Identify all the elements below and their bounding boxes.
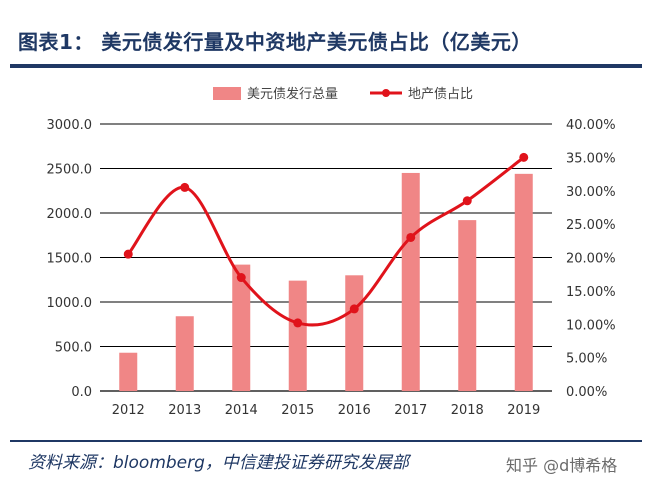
source-note: 资料来源：bloomberg，中信建投证券研究发展部 (28, 453, 409, 473)
right-axis-ticks: 0.00% 5.00% 10.00% 15.00% 20.00% 25.00% 30.00%… (566, 118, 616, 400)
left-tick-label: 0.0 (71, 385, 92, 400)
line-series (123, 152, 529, 328)
right-tick-label: 0.00% (566, 385, 607, 400)
x-tick-label: 2013 (168, 403, 201, 418)
gridlines (100, 123, 552, 392)
line-point (236, 273, 246, 283)
x-tick-label: 2018 (451, 403, 484, 418)
right-tick-label: 10.00% (566, 318, 616, 333)
right-tick-label: 5.00% (566, 352, 607, 367)
legend: 美元债发行总量 地产债占比 (213, 86, 473, 102)
line-point (406, 232, 416, 242)
bar (458, 220, 477, 391)
x-tick-label: 2015 (281, 403, 314, 418)
bar (288, 280, 307, 391)
right-tick-label: 15.00% (566, 285, 616, 300)
x-tick-label: 2014 (225, 403, 258, 418)
legend-line-marker (382, 89, 390, 97)
bar (232, 264, 251, 391)
bar (401, 172, 420, 391)
line-point (349, 304, 359, 314)
left-tick-label: 500.0 (55, 341, 92, 356)
watermark: 知乎 @d博希格 (506, 456, 618, 475)
line-point (180, 182, 190, 192)
x-tick-label: 2017 (394, 403, 427, 418)
chart-title: 图表1： 美元债发行量及中资地产美元债占比（亿美元） (18, 30, 532, 54)
bar (514, 173, 533, 391)
line-point (293, 318, 303, 328)
x-tick-label: 2016 (338, 403, 371, 418)
left-tick-label: 1000.0 (47, 296, 93, 311)
bar (345, 275, 364, 391)
left-axis-ticks: 0.0 500.0 1000.0 1500.0 2000.0 2500.0 3000.0 (47, 118, 93, 400)
legend-bar-label: 美元债发行总量 (247, 86, 338, 102)
legend-bar-swatch (213, 87, 241, 100)
bar (175, 316, 194, 391)
right-tick-label: 25.00% (566, 218, 616, 233)
right-tick-label: 20.00% (566, 252, 616, 267)
left-tick-label: 2000.0 (47, 207, 93, 222)
right-tick-label: 35.00% (566, 151, 616, 166)
left-tick-label: 1500.0 (47, 252, 93, 267)
x-tick-label: 2012 (112, 403, 145, 418)
right-tick-label: 30.00% (566, 185, 616, 200)
chart: 美元债发行总量 地产债占比 0.0 500.0 1000.0 1500.0 2000.0… (47, 86, 616, 418)
footer-divider (10, 440, 642, 442)
x-tick-label: 2019 (507, 403, 540, 418)
title-divider (10, 64, 642, 68)
bar-series (119, 172, 533, 391)
line-point (123, 249, 133, 259)
line-point (519, 152, 529, 162)
left-tick-label: 2500.0 (47, 163, 93, 178)
right-tick-label: 40.00% (566, 118, 616, 133)
legend-line-label: 地产债占比 (408, 87, 473, 102)
left-tick-label: 3000.0 (47, 118, 93, 133)
line-point (462, 196, 472, 206)
x-axis-ticks: 2012 2013 2014 2015 2016 2017 2018 2019 (112, 403, 541, 418)
bar (119, 352, 138, 391)
